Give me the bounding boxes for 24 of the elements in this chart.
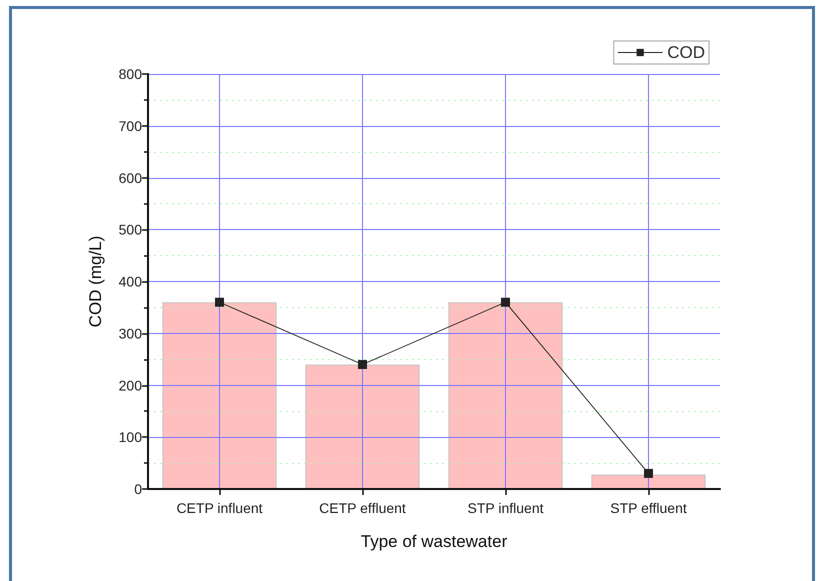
bar [448,302,563,489]
point [501,298,510,307]
x-tick-label: CETP effluent [319,500,406,516]
legend-label: COD [667,43,706,62]
y-axis-title: COD (mg/L) [86,236,105,328]
y-tick-label: 800 [118,66,142,82]
y-tick-label: 500 [118,222,142,238]
y-tick-label: 700 [118,118,142,134]
y-tick-label: 600 [118,170,142,186]
y-tick-label: 100 [118,429,142,446]
x-tick-label: STP influent [467,500,544,516]
bar [591,474,706,489]
x-tick-label: STP effluent [610,500,687,516]
y-tick-label: 200 [118,377,142,394]
bar [305,364,420,489]
x-tick-label: CETP influent [176,500,263,516]
point [215,298,224,307]
y-tick-label: 400 [118,274,142,290]
y-tick-label: 0 [134,481,142,497]
bar [162,302,277,489]
y-tick-label: 300 [118,325,142,342]
point [358,360,367,369]
x-axis-title: Type of wastewater [360,532,508,551]
point [644,468,653,478]
